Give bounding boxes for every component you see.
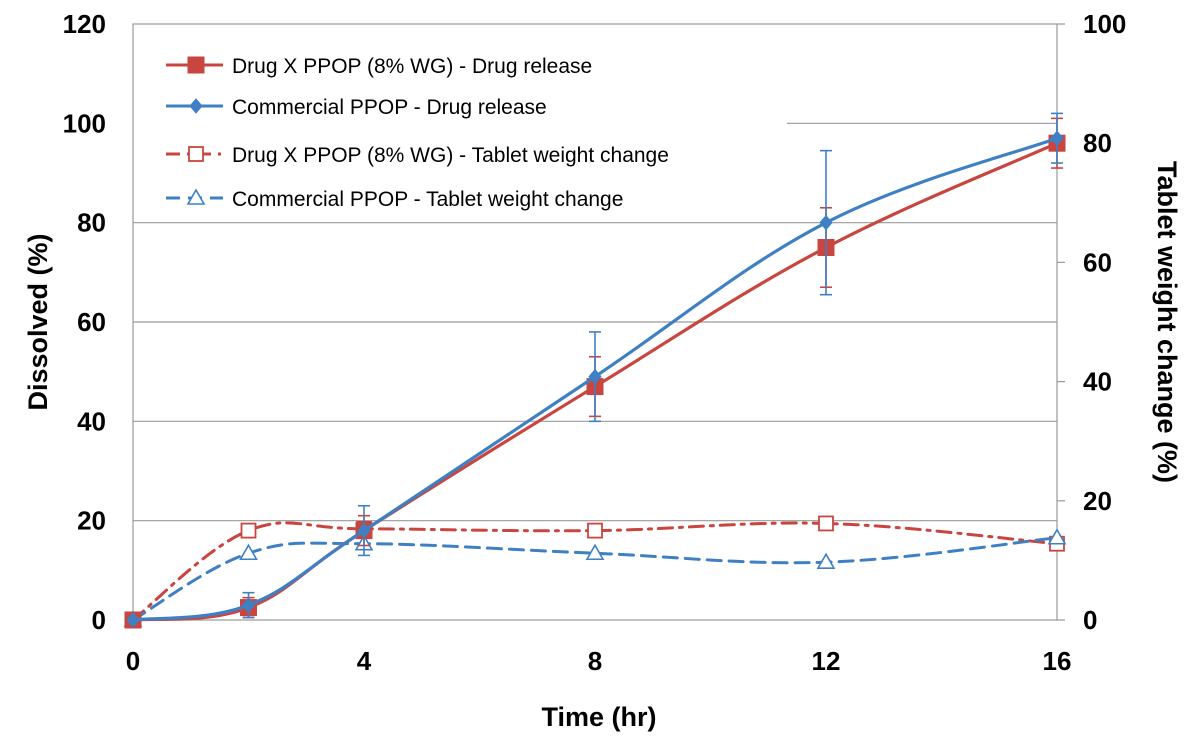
data-point [587,522,603,539]
y-tick-label: 100 [63,108,106,138]
legend-swatch-marker [186,188,206,205]
x-tick-label: 4 [357,646,372,676]
y2-tick-label: 40 [1083,367,1112,397]
y-axis-title: Dissolved (%) [23,233,53,410]
y2-tick-label: 20 [1083,486,1112,516]
data-point [1050,130,1064,147]
legend-label: Drug X PPOP (8% WG) - Drug release [232,55,592,78]
legend-swatch-marker [189,98,203,114]
x-axis-title: Time (hr) [541,702,656,732]
x-tick-label: 0 [126,646,140,676]
series-2 [125,515,1065,628]
y2-tick-label: 0 [1083,605,1097,635]
y-tick-label: 60 [77,307,106,337]
series-1 [126,112,1064,628]
y2-tick-label: 60 [1083,247,1112,277]
x-tick-label: 8 [588,646,602,676]
data-point [1047,528,1067,545]
y-tick-label: 120 [63,9,106,39]
data-point [126,612,140,628]
y-tick-label: 80 [77,208,106,238]
legend: Drug X PPOP (8% WG) - Drug release Commer… [166,55,669,211]
x-tick-label: 16 [1043,646,1072,676]
legend-swatch-marker [187,56,205,74]
legend-label: Commercial PPOP - Drug release [232,96,547,119]
data-point [588,368,602,385]
legend-label: Drug X PPOP (8% WG) - Tablet weight chan… [232,144,669,167]
data-point [239,543,258,561]
y2-tick-label: 100 [1083,9,1126,39]
data-point [357,522,371,539]
data-point [819,214,833,231]
x-tick-label: 12 [812,646,841,676]
y-tick-label: 20 [77,506,106,536]
y-tick-label: 0 [92,605,106,635]
legend-label: Commercial PPOP - Tablet weight change [232,188,623,211]
y2-tick-label: 80 [1083,128,1112,158]
data-point [241,597,256,613]
data-point [585,543,605,561]
y2-axis-title: Tablet weight change (%) [1152,161,1182,483]
y-tick-label: 40 [77,406,106,436]
legend-swatch-marker [188,146,204,162]
data-point [818,515,834,532]
data-point [816,552,836,569]
series-3 [123,528,1067,627]
data-point [240,522,257,539]
